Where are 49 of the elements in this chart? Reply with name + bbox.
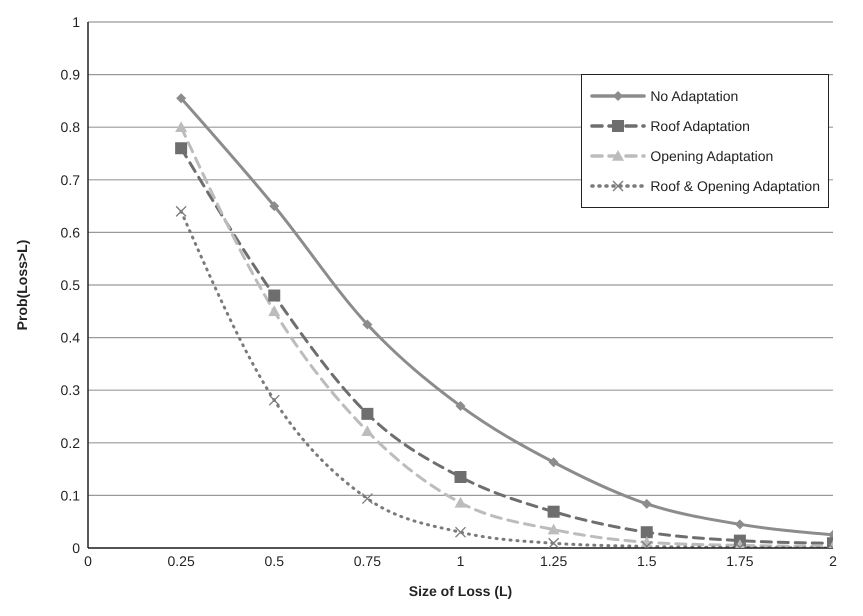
point <box>361 408 374 420</box>
point <box>454 496 466 508</box>
point <box>175 142 188 154</box>
point <box>268 305 280 316</box>
y-axis-title: Prob(Loss>L) <box>14 240 30 330</box>
point <box>175 121 188 132</box>
y-tick-label: 0.9 <box>60 66 80 83</box>
y-tick-label: 0 <box>72 540 80 556</box>
point <box>734 519 745 530</box>
legend-label: Roof & Opening Adaptation <box>650 178 820 194</box>
x-tick-label: 1.75 <box>726 552 754 569</box>
y-tick-label: 0.8 <box>60 119 80 136</box>
y-tick-label: 0.1 <box>60 487 80 504</box>
x-tick-label: 1.5 <box>637 552 657 569</box>
x-axis-title: Size of Loss (L) <box>408 583 512 599</box>
x-tick-label: 0.5 <box>264 552 284 569</box>
point <box>548 506 560 518</box>
y-tick-label: 0.5 <box>60 276 80 293</box>
legend-label: Roof Adaptation <box>650 118 750 134</box>
x-tick-label: 1 <box>456 552 465 569</box>
legend-label: Opening Adaptation <box>650 148 774 164</box>
legend-label: No Adaptation <box>650 88 738 104</box>
point <box>642 498 652 509</box>
point <box>361 425 374 436</box>
x-tick-label: 1.25 <box>540 552 568 569</box>
point <box>268 290 280 302</box>
y-tick-label: 1 <box>72 14 80 30</box>
point <box>362 319 372 330</box>
y-tick-label: 0.3 <box>60 382 80 398</box>
point <box>548 457 559 468</box>
point <box>269 201 280 212</box>
point <box>268 394 280 406</box>
point <box>175 206 187 218</box>
x-tick-label: 2 <box>829 552 838 569</box>
point <box>456 400 466 411</box>
x-tick-label: 0 <box>84 552 92 569</box>
point <box>548 538 560 548</box>
y-tick-label: 0.2 <box>60 434 80 451</box>
x-tick-label: 0.25 <box>168 552 195 569</box>
x-tick-label: 0.75 <box>354 552 382 569</box>
point <box>454 526 466 538</box>
y-tick-label: 0.4 <box>60 330 80 346</box>
y-tick-label: 0.7 <box>60 172 80 188</box>
y-tick-label: 0.6 <box>60 224 80 240</box>
point <box>362 492 374 504</box>
point <box>176 93 186 104</box>
point <box>640 526 653 538</box>
point <box>548 524 560 534</box>
point <box>454 470 466 483</box>
